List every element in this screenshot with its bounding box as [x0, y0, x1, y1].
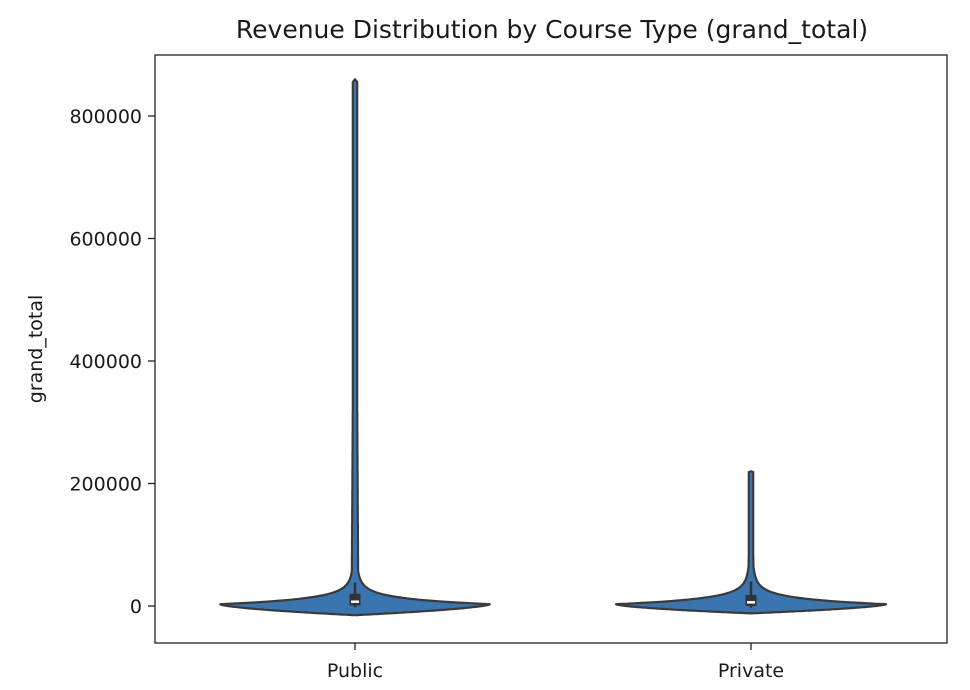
x-axis-ticks: Public Private [327, 643, 784, 682]
plot-area-frame [154, 54, 948, 644]
y-tick-label: 400000 [69, 351, 142, 373]
violin-public [219, 78, 491, 617]
chart-title: Revenue Distribution by Course Type (gra… [236, 15, 868, 44]
violins-group [219, 78, 888, 617]
y-axis-ticks: 0 200000 400000 600000 800000 [69, 106, 155, 618]
y-tick-label: 200000 [69, 474, 142, 496]
x-tick-label: Public [327, 660, 383, 682]
violin-private [614, 470, 888, 615]
x-tick-label: Private [718, 660, 784, 682]
violin-iqr-box [349, 593, 361, 606]
y-tick-label: 600000 [69, 229, 142, 251]
y-tick-label: 800000 [69, 106, 142, 128]
y-axis-label: grand_total [25, 295, 47, 404]
violin-iqr-box [745, 594, 757, 606]
y-tick-label: 0 [130, 596, 142, 618]
